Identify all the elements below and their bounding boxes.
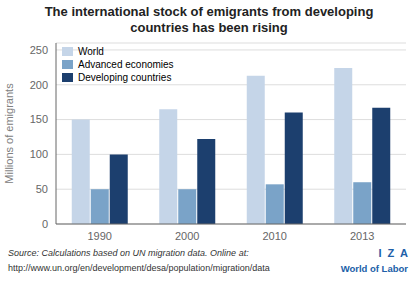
html-text:World: World: [78, 46, 104, 57]
svg-text:200: 200: [30, 79, 48, 91]
html-text:I Z A: I Z A: [378, 247, 408, 259]
svg-text:Millions of emigrants: Millions of emigrants: [8, 83, 15, 184]
html-text:The international stock of emi: The international stock of emigrants fro…: [44, 4, 374, 35]
html-text:Source: Calculations based on: Source: Calculations based on UN migrati…: [8, 248, 249, 258]
svg-text:100: 100: [30, 148, 48, 160]
svg-text:2000: 2000: [175, 230, 199, 242]
svg-text:150: 150: [30, 113, 48, 125]
svg-text:2013: 2013: [350, 230, 374, 242]
html-text:Advanced economies: Advanced economies: [78, 59, 174, 70]
svg-text:250: 250: [30, 44, 48, 56]
svg-text:50: 50: [36, 183, 48, 195]
svg-text:1990: 1990: [88, 230, 112, 242]
html-text:World of Labor: World of Labor: [340, 263, 408, 274]
html-text:Developing countries: Developing countries: [78, 72, 172, 83]
svg-text:2010: 2010: [263, 230, 287, 242]
svg-text:0: 0: [42, 218, 48, 230]
html-text:http://www.un.org/en/developme: http://www.un.org/en/development/desa/po…: [8, 263, 270, 273]
